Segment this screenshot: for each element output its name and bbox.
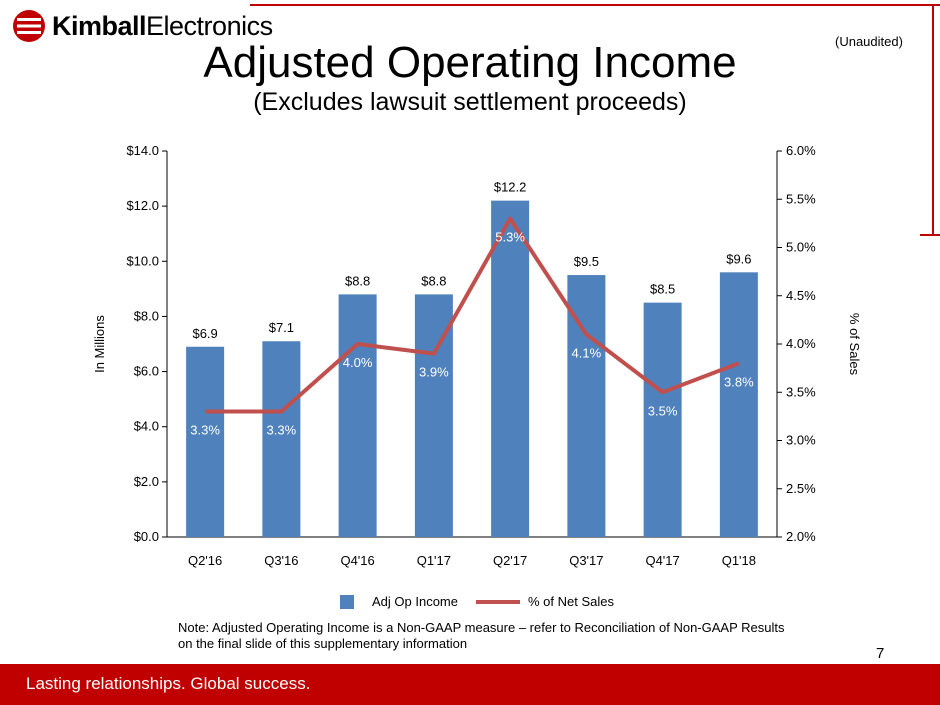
pct-value-label: 5.3%: [495, 230, 525, 245]
pct-value-label: 3.3%: [267, 423, 297, 438]
unaudited-label: (Unaudited): [835, 34, 903, 49]
right-tick-label: 2.5%: [786, 481, 816, 496]
top-decorative-line: [250, 4, 940, 6]
category-label: Q4'16: [340, 553, 374, 568]
pct-value-label: 4.0%: [343, 355, 373, 370]
category-label: Q4'17: [645, 553, 679, 568]
pct-value-label: 3.5%: [648, 403, 678, 418]
left-axis-title: In Millions: [92, 315, 107, 373]
bar-value-label: $9.6: [726, 251, 751, 266]
category-label: Q1'18: [722, 553, 756, 568]
footer-tagline: Lasting relationships. Global success.: [26, 674, 311, 693]
page-title: Adjusted Operating Income: [203, 38, 737, 87]
logo-text: KimballElectronics: [52, 11, 273, 42]
left-tick-label: $6.0: [134, 364, 159, 379]
right-tick-label: 4.5%: [786, 288, 816, 303]
page-subtitle: (Excludes lawsuit settlement proceeds): [253, 88, 687, 116]
category-label: Q2'17: [493, 553, 527, 568]
right-tick-label: 2.0%: [786, 529, 816, 544]
bar-value-label: $8.8: [345, 273, 370, 288]
right-tick-label: 3.0%: [786, 433, 816, 448]
income-bar: [491, 200, 530, 537]
pct-value-label: 4.1%: [572, 345, 602, 360]
left-tick-label: $4.0: [134, 419, 159, 434]
net-sales-pct-line: [205, 216, 740, 414]
footnote-line-1: Note: Adjusted Operating Income is a Non…: [178, 620, 785, 635]
logo-word: Kimball: [52, 10, 147, 41]
kimball-logo: KimballElectronics: [12, 8, 273, 44]
right-decorative-line: [932, 4, 934, 236]
income-bar: [262, 341, 301, 537]
income-bar: [719, 272, 758, 537]
right-tick-label: 5.5%: [786, 191, 816, 206]
pct-value-label: 3.8%: [724, 374, 754, 389]
right-axis-title: % of Sales: [847, 313, 862, 376]
right-tick-label: 6.0%: [786, 143, 816, 158]
bar-value-label: $8.5: [650, 282, 675, 297]
bar-value-label: $6.9: [192, 326, 217, 341]
left-tick-label: $12.0: [126, 198, 159, 213]
page-number: 7: [876, 645, 885, 662]
legend-bar-label: Adj Op Income: [372, 594, 458, 609]
operating-income-chart: $0.0 $2.0 $4.0 $6.0 $8.0 $10.0 $12.0 $14.0 2.0% 2…: [92, 143, 862, 568]
legend-line-label: % of Net Sales: [528, 594, 614, 609]
left-tick-label: $8.0: [134, 308, 159, 323]
income-bar: [643, 302, 682, 537]
left-tick-label: $2.0: [134, 474, 159, 489]
logo-sub: Electronics: [146, 10, 273, 41]
left-tick-label: $14.0: [126, 143, 159, 158]
pct-value-label: 3.9%: [419, 365, 449, 380]
bar-value-label: $9.5: [574, 254, 599, 269]
right-tick-label: 5.0%: [786, 240, 816, 255]
right-decorative-tick: [920, 234, 940, 236]
category-label: Q3'17: [569, 553, 603, 568]
chart-legend: Adj Op Income % of Net Sales: [340, 594, 614, 609]
right-tick-label: 4.0%: [786, 336, 816, 351]
legend-line-swatch: [476, 599, 520, 604]
right-tick-label: 3.5%: [786, 384, 816, 399]
bar-value-label: $8.8: [421, 273, 446, 288]
bar-value-label: $12.2: [494, 180, 527, 195]
category-label: Q2'16: [188, 553, 222, 568]
income-bar: [186, 346, 225, 537]
left-tick-label: $10.0: [126, 253, 159, 268]
category-label: Q3'16: [264, 553, 298, 568]
legend-bar-swatch: [340, 594, 354, 609]
footnote-line-2: on the final slide of this supplementary…: [178, 636, 468, 651]
income-bar: [338, 294, 377, 537]
kimball-logo-icon: [13, 10, 45, 42]
category-label: Q1'17: [417, 553, 451, 568]
pct-value-label: 3.3%: [190, 423, 220, 438]
bar-value-label: $7.1: [269, 320, 294, 335]
footnote: Note: Adjusted Operating Income is a Non…: [178, 620, 818, 652]
footer-bar: Lasting relationships. Global success.: [0, 664, 940, 705]
left-tick-label: $0.0: [134, 529, 159, 544]
